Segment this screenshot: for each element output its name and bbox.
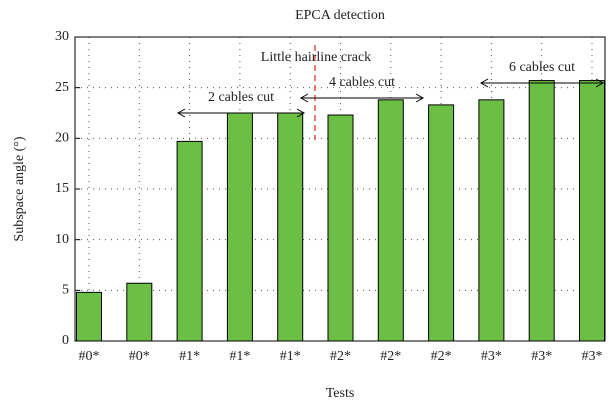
chart-title: EPCA detection [295,8,385,23]
annotation: 2 cables cut [208,90,274,105]
y-tick-label: 25 [55,80,69,95]
annotation: Little hairline crack [261,50,371,65]
bar [579,80,605,342]
bar [76,291,102,342]
plot-frame [74,36,606,342]
x-tick-label: #3* [481,349,502,364]
y-tick-label: 30 [55,29,69,44]
y-tick-label: 5 [62,283,69,298]
arrow-head [176,108,306,118]
arrow-head [479,78,605,88]
y-tick-label: 20 [55,131,69,146]
y-tick-label: 15 [55,181,69,196]
bar [277,112,304,342]
x-tick-label: #2* [380,349,401,364]
bar [126,282,153,342]
x-tick-label: #2* [431,349,452,364]
y-tick-label: 10 [55,232,69,247]
bar [327,114,354,342]
y-axis-label: Subspace angle (°) [12,136,27,241]
bar [176,140,203,342]
bar [377,99,404,342]
y-tick-label: 0 [62,333,69,348]
bar [226,112,253,342]
x-tick-label: #0* [79,349,100,364]
x-tick-label: #0* [129,349,150,364]
bar [428,104,455,342]
arrow-head [299,93,425,103]
x-tick-label: #1* [229,349,250,364]
x-tick-label: #3* [582,349,603,364]
x-tick-label: #3* [531,349,552,364]
annotation: 6 cables cut [509,60,575,75]
bar [528,80,555,342]
annotation: 4 cables cut [329,75,395,90]
x-axis-label: Tests [326,386,355,401]
x-tick-label: #2* [330,349,351,364]
bar [478,99,505,342]
x-tick-label: #1* [179,349,200,364]
x-tick-label: #1* [280,349,301,364]
